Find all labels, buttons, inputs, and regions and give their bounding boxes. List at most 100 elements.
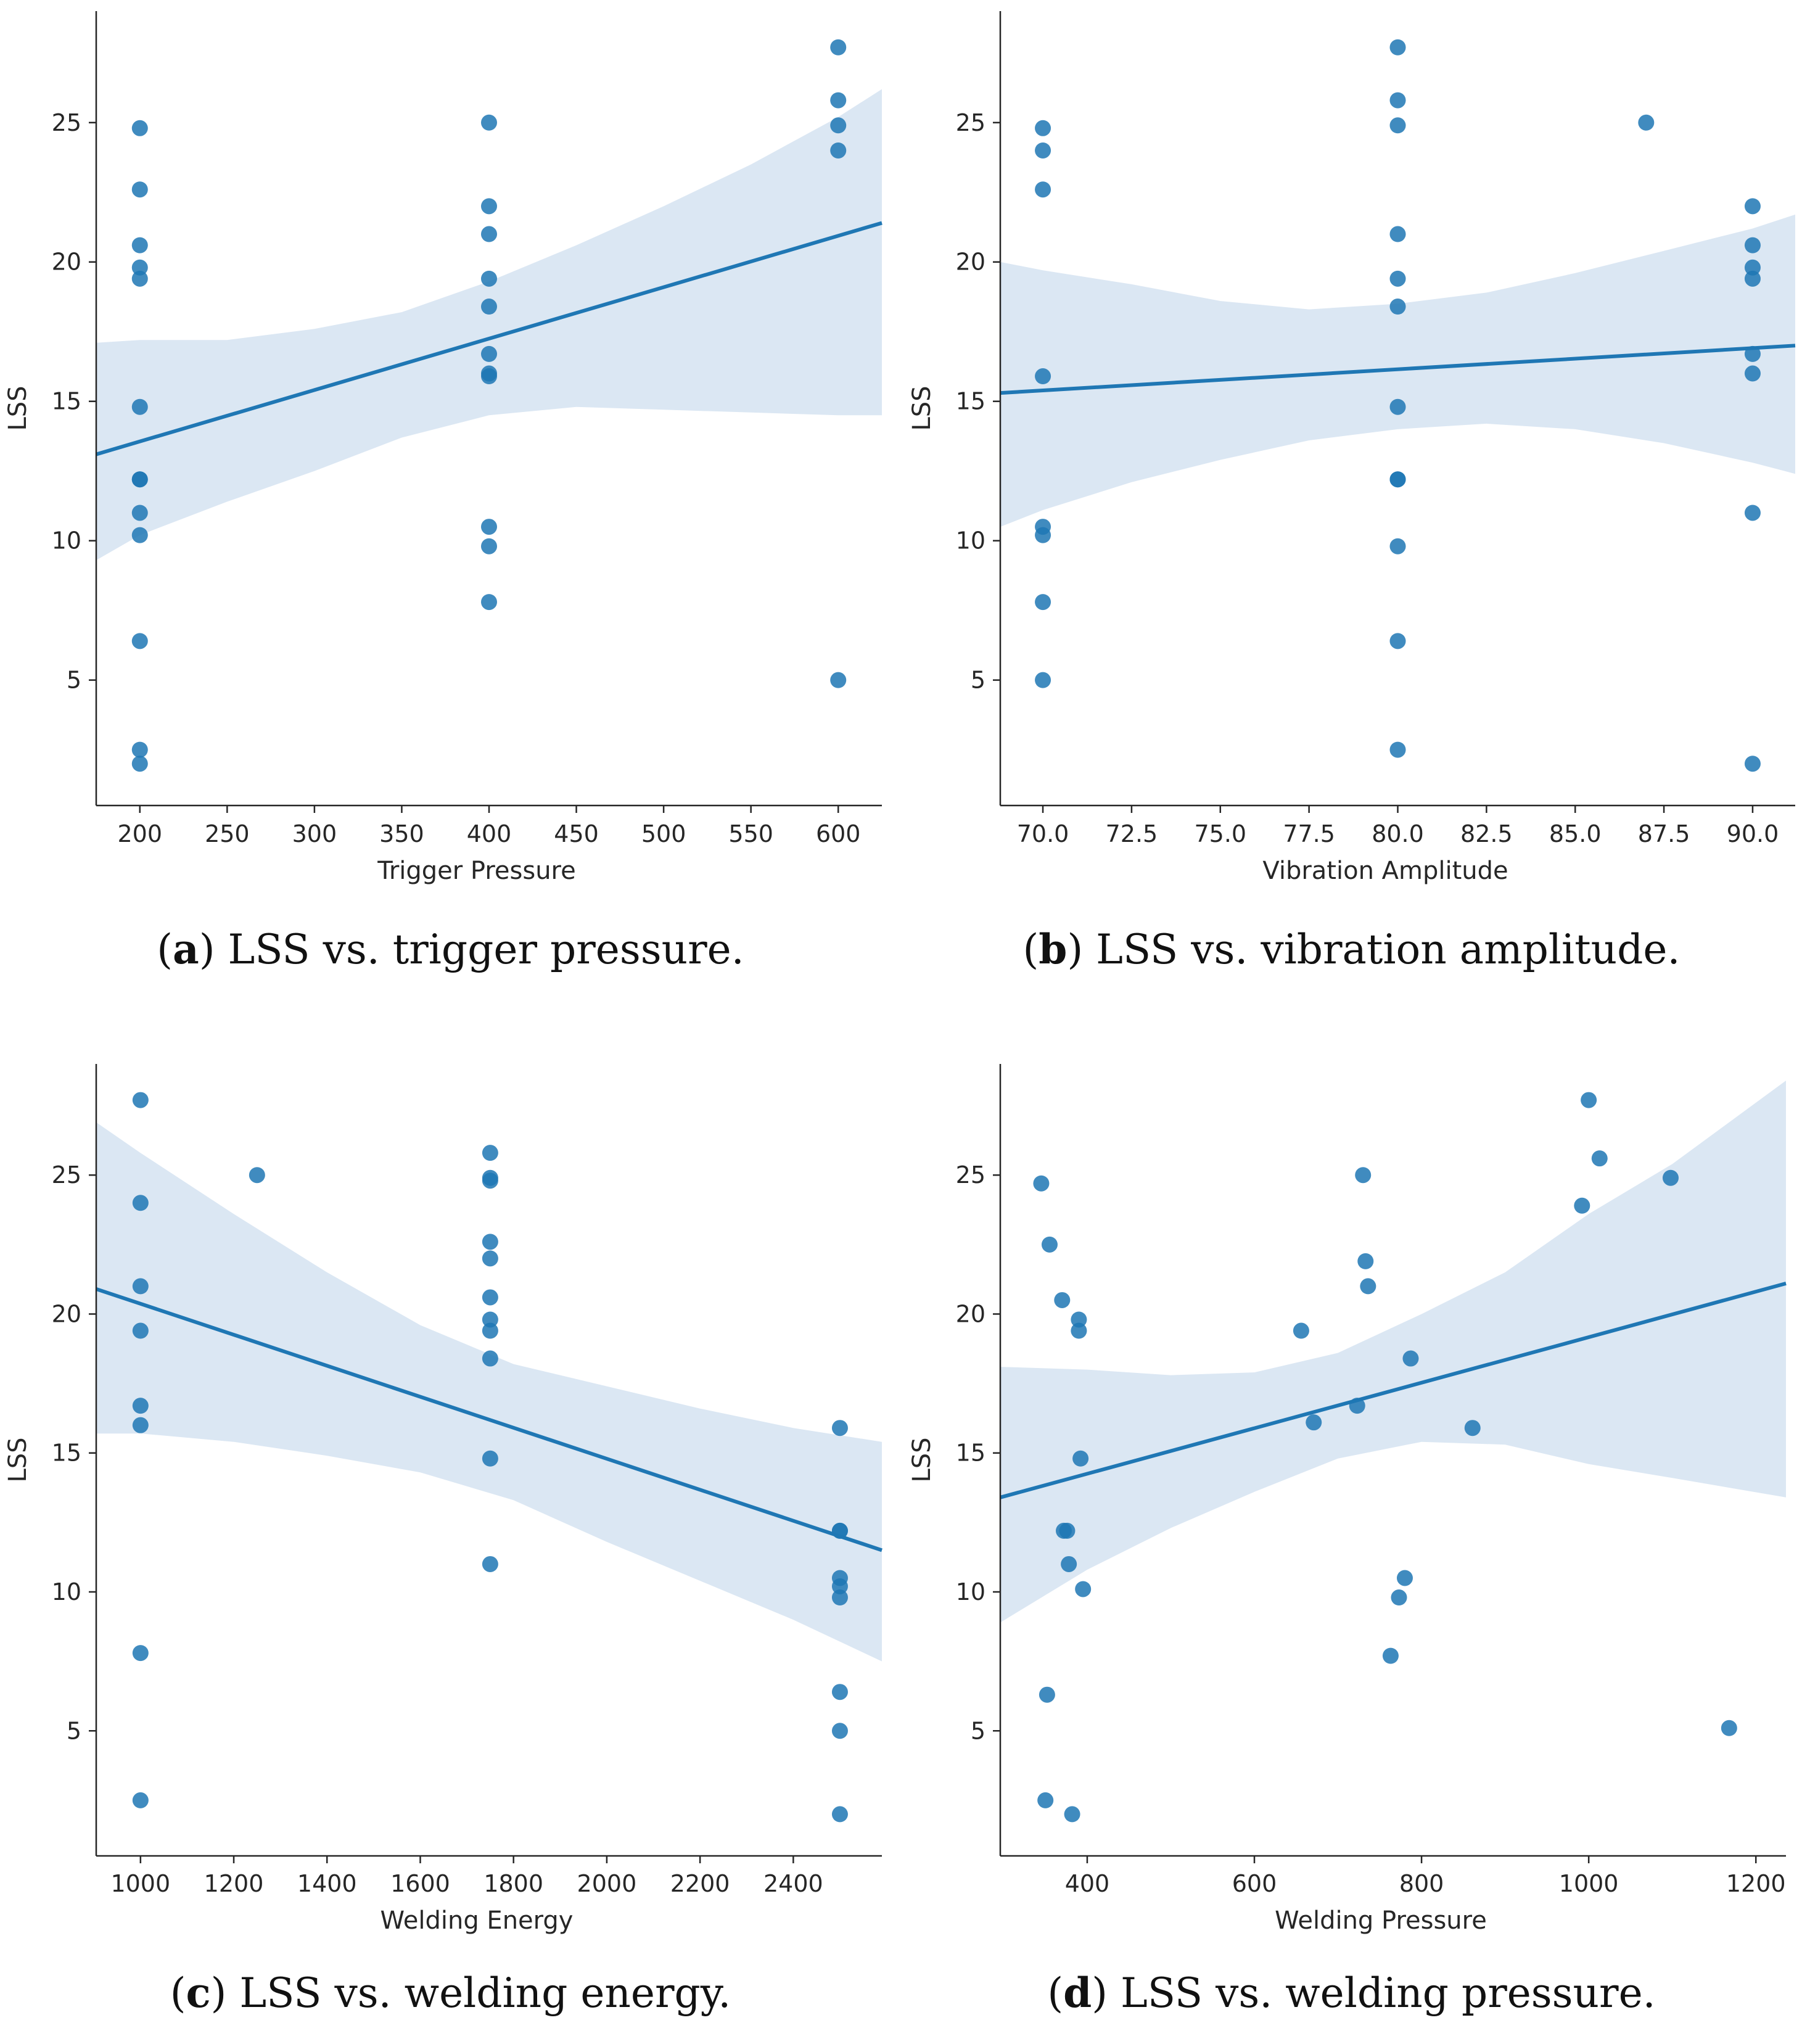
data-point — [481, 594, 497, 611]
data-point — [1382, 1647, 1399, 1664]
caption-c-letter: c — [186, 1969, 211, 2017]
data-point — [482, 1250, 498, 1267]
data-point — [1075, 1581, 1092, 1597]
x-tick-label: 500 — [641, 820, 686, 847]
y-tick-label: 15 — [956, 1440, 985, 1467]
data-point — [132, 1195, 149, 1211]
x-tick-label: 82.5 — [1460, 820, 1513, 847]
data-point — [1059, 1522, 1076, 1539]
data-point — [131, 259, 148, 276]
caption-a-letter: a — [173, 925, 199, 973]
data-point — [830, 92, 847, 109]
confidence-band — [96, 1122, 882, 1662]
data-point — [1054, 1292, 1071, 1308]
data-point — [1744, 365, 1761, 382]
regression-line — [96, 221, 882, 456]
data-point — [1389, 299, 1406, 315]
data-point — [481, 198, 497, 215]
data-point — [1744, 756, 1761, 772]
data-point — [1035, 120, 1051, 136]
data-point — [1035, 181, 1051, 198]
data-point — [1389, 538, 1406, 554]
chart-c-svg: 1000 1200 1400 1600 1800 2000 2200 2400 5 10 15 20 2… — [4, 1064, 882, 1935]
data-point — [1744, 259, 1761, 276]
data-point — [131, 270, 148, 287]
data-point — [482, 1350, 498, 1367]
data-point — [1389, 270, 1406, 287]
y-tick-label: 15 — [956, 388, 985, 415]
data-point — [131, 527, 148, 543]
caption-a: (a) LSS vs. trigger pressure. — [157, 925, 744, 973]
y-tick-label: 10 — [956, 527, 985, 554]
x-tick-label: 2200 — [670, 1870, 730, 1897]
data-point — [1389, 92, 1406, 109]
data-point — [1072, 1450, 1089, 1467]
data-point — [131, 471, 148, 488]
x-tick-label: 1400 — [297, 1870, 357, 1897]
x-tick-label: 75.0 — [1194, 820, 1246, 847]
data-point — [481, 345, 497, 362]
regression-line — [96, 1287, 882, 1552]
data-point — [1306, 1414, 1322, 1431]
y-tick-label: 20 — [956, 1300, 985, 1327]
data-point — [1662, 1169, 1679, 1186]
data-point — [831, 1578, 848, 1594]
data-point — [1744, 505, 1761, 521]
caption-c-text: LSS vs. welding energy. — [226, 1969, 731, 2017]
data-point — [132, 1092, 149, 1108]
x-tick-label: 2000 — [577, 1870, 637, 1897]
data-point — [1389, 39, 1406, 56]
data-point — [1035, 672, 1051, 688]
data-point — [1389, 471, 1406, 488]
data-point — [131, 181, 148, 198]
y-tick-label: 25 — [956, 109, 985, 136]
y-tick-label: 10 — [52, 1578, 81, 1605]
data-point — [1638, 114, 1655, 131]
x-axis-title: Welding Energy — [381, 1906, 574, 1935]
x-axis-title: Trigger Pressure — [377, 857, 575, 885]
data-point — [1744, 237, 1761, 253]
data-point — [482, 1145, 498, 1161]
data-point — [132, 1792, 149, 1808]
data-point — [132, 1278, 149, 1295]
data-point — [482, 1311, 498, 1328]
y-tick-label: 25 — [956, 1161, 985, 1189]
data-point — [831, 1806, 848, 1823]
data-point — [830, 39, 847, 56]
data-point — [1293, 1322, 1309, 1339]
x-tick-label: 1800 — [483, 1870, 543, 1897]
panel-a: 200 250 300 350 400 450 500 550 600 5 10 15 20 25 Trig… — [0, 0, 901, 1022]
y-axis-title: LSS — [908, 385, 936, 431]
y-tick-label: 20 — [52, 1300, 81, 1327]
data-point — [1389, 633, 1406, 649]
x-tick-label: 72.5 — [1106, 820, 1158, 847]
data-point — [131, 505, 148, 521]
data-point — [481, 226, 497, 242]
confidence-band — [96, 89, 882, 561]
x-axis-title: Vibration Amplitude — [1262, 857, 1508, 885]
data-point — [481, 368, 497, 385]
x-tick-label: 1600 — [390, 1870, 450, 1897]
data-point — [1039, 1686, 1055, 1703]
panel-c: 1000 1200 1400 1600 1800 2000 2200 2400 5 10 15 20 2… — [0, 1022, 901, 2044]
data-point — [1033, 1175, 1050, 1192]
x-tick-label: 70.0 — [1017, 820, 1069, 847]
y-tick-label: 15 — [52, 388, 81, 415]
data-point — [830, 142, 847, 159]
x-tick-label: 200 — [118, 820, 163, 847]
data-point — [1581, 1092, 1597, 1108]
x-tick-label: 77.5 — [1283, 820, 1335, 847]
x-tick-label: 600 — [1232, 1870, 1277, 1897]
data-point — [1037, 1792, 1054, 1808]
y-tick-label: 5 — [67, 1717, 81, 1744]
x-tick-label: 85.0 — [1549, 820, 1602, 847]
data-point — [1355, 1167, 1372, 1184]
data-point — [481, 270, 497, 287]
data-point — [482, 1322, 498, 1339]
x-tick-label: 90.0 — [1727, 820, 1779, 847]
data-point — [1744, 345, 1761, 362]
x-tick-label: 550 — [728, 820, 773, 847]
y-tick-label: 25 — [52, 109, 81, 136]
data-point — [1064, 1806, 1080, 1823]
caption-d-text: LSS vs. welding pressure. — [1108, 1969, 1656, 2017]
